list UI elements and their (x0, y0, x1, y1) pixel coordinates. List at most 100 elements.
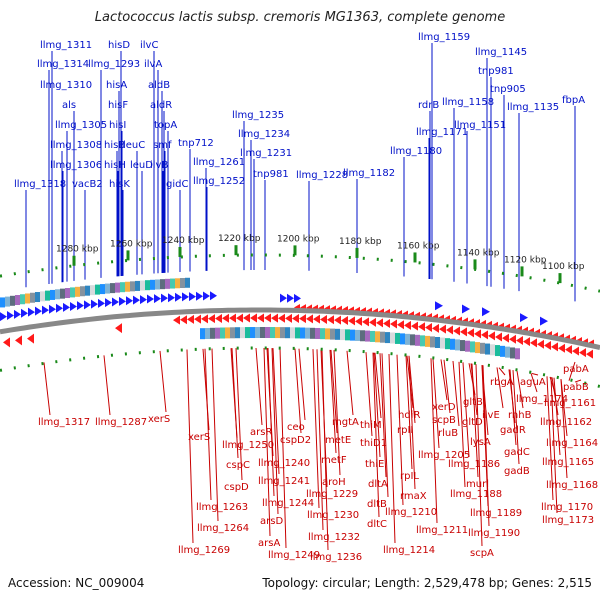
reverse-gene-arrow (215, 313, 222, 323)
forward-gene-label: leuC (123, 140, 145, 151)
reverse-gene-label: rmaX (400, 491, 427, 502)
feature-block (265, 327, 270, 339)
forward-gene-arrow (540, 316, 548, 326)
reverse-gene-label: llmg_1230 (307, 510, 359, 521)
reverse-leader-line (512, 370, 520, 465)
reverse-gene-arrow (530, 338, 537, 348)
feature-block (65, 288, 70, 299)
reverse-leader-line (267, 348, 275, 497)
feature-block (230, 327, 235, 339)
reverse-leader-line (509, 369, 517, 446)
reverse-leader-line (298, 348, 306, 421)
reverse-leader-line (405, 355, 413, 470)
reverse-gene-label: llmg_1165 (542, 457, 594, 468)
forward-gene-arrow (21, 308, 28, 318)
feature-block (395, 332, 400, 344)
reverse-gene-arrow (586, 349, 593, 359)
reverse-gene-arrow (439, 324, 446, 334)
reverse-leader-line (553, 377, 561, 456)
feature-block (85, 285, 90, 296)
forward-gene-label: tnp712 (178, 138, 214, 149)
forward-gene-label: llmg_1311 (40, 40, 92, 51)
reverse-gene-label: llmg_1249 (268, 550, 320, 561)
reverse-gene-label: dltC (367, 519, 387, 530)
feature-block (300, 327, 305, 339)
reverse-gene-arrow (355, 316, 362, 326)
reverse-gene-label: llmg_1232 (308, 532, 360, 543)
reverse-gene-arrow (313, 314, 320, 324)
feature-block (410, 334, 415, 346)
reverse-leader-line (372, 352, 380, 518)
reverse-gene-label: arsR (250, 427, 272, 438)
forward-gene-arrow (119, 296, 126, 306)
reverse-gene-arrow (474, 329, 481, 339)
feature-block (0, 297, 5, 308)
reverse-gene-arrow (460, 327, 467, 337)
reverse-gene-label: pabA (563, 364, 589, 375)
forward-gene-arrow (140, 295, 147, 305)
forward-gene-label: aldR (150, 100, 172, 111)
kbp-label: 1140 kbp (457, 248, 500, 258)
reverse-leader-line (388, 353, 396, 544)
forward-gene-arrow (294, 293, 301, 303)
reverse-gene-label: cspD2 (280, 435, 311, 446)
reverse-leader-line (430, 358, 438, 524)
reverse-gene-arrow (418, 322, 425, 332)
forward-gene-arrow (196, 291, 203, 301)
reverse-gene-label: llmg_1214 (383, 545, 435, 556)
feature-block (375, 331, 380, 343)
forward-gene-arrow (203, 291, 210, 301)
feature-block (450, 338, 455, 350)
feature-block (435, 336, 440, 348)
forward-gene-arrow (14, 309, 21, 319)
feature-block (505, 346, 510, 358)
reverse-leader-line (475, 364, 483, 547)
feature-block (50, 289, 55, 300)
feature-block (495, 345, 500, 357)
forward-gene-label: llmg_1314 (37, 59, 89, 70)
reverse-gene-label: llmg_1173 (542, 515, 594, 526)
kbp-label: 1220 kbp (218, 234, 261, 244)
reverse-gene-label: llmg_1269 (178, 545, 230, 556)
kbp-label: 1240 kbp (162, 236, 205, 246)
reverse-leader-line (574, 379, 582, 383)
forward-gene-arrow (189, 292, 196, 302)
reverse-gene-label: xerS (188, 432, 210, 443)
feature-block (45, 290, 50, 301)
reverse-leader-line (103, 355, 111, 416)
reverse-gene-label: aroH (322, 477, 346, 488)
reverse-gene-arrow (579, 348, 586, 358)
reverse-gene-arrow (362, 317, 369, 327)
reverse-leader-line (408, 355, 416, 490)
forward-gene-arrow (77, 301, 84, 311)
accession-text: Accession: NC_009004 (8, 576, 145, 590)
reverse-gene-label: llmg_1174 (516, 394, 568, 405)
forward-gene-arrow (63, 302, 70, 312)
feature-block (275, 327, 280, 339)
map-title: Lactococcus lactis subsp. cremoris MG136… (94, 10, 506, 25)
reverse-gene-label: thiE (365, 459, 384, 470)
feature-block (185, 277, 190, 288)
forward-gene-arrow (0, 312, 7, 322)
forward-gene-label: llmg_1318 (14, 179, 66, 190)
forward-gene-arrow (112, 297, 119, 307)
feature-block (485, 343, 490, 355)
reverse-gene-label: llmg_1236 (310, 552, 362, 563)
feature-block (355, 329, 360, 341)
forward-gene-arrow (70, 302, 77, 312)
reverse-gene-arrow (173, 315, 180, 325)
forward-gene-label: llmg_1310 (40, 80, 92, 91)
reverse-leader-line (379, 353, 387, 478)
reverse-gene-arrow (257, 313, 264, 323)
feature-block (400, 333, 405, 345)
reverse-gene-label: llmg_1168 (546, 480, 598, 491)
forward-gene-label: smf (153, 140, 172, 151)
reverse-leader-line (452, 360, 460, 427)
forward-gene-label: hisB (104, 140, 125, 151)
forward-gene-arrow (98, 298, 105, 308)
forward-gene-label: ilvB (150, 160, 168, 171)
reverse-gene-arrow (27, 333, 34, 344)
feature-block (145, 280, 150, 291)
feature-block (445, 338, 450, 350)
